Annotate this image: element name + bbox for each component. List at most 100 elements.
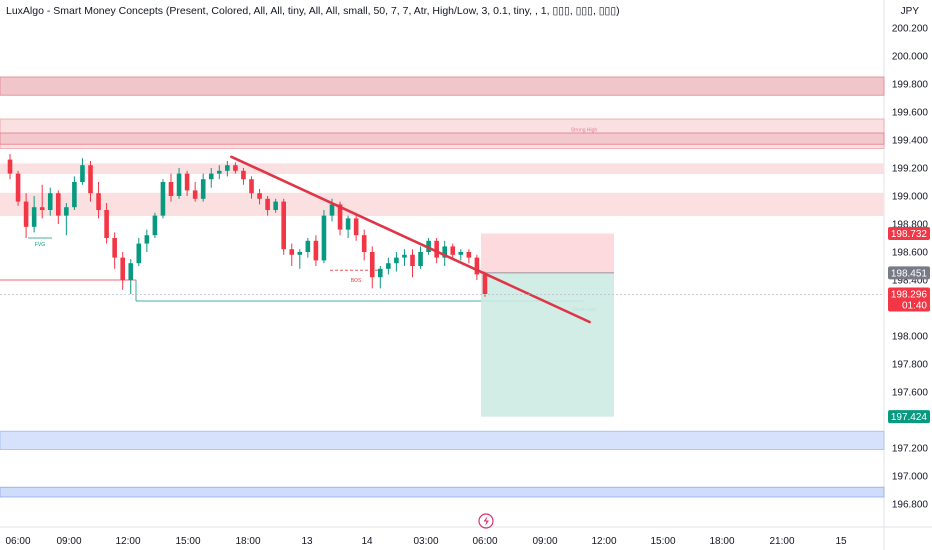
- fvg-label: FVG: [35, 242, 45, 248]
- candle-body: [72, 182, 77, 208]
- candle-body: [192, 190, 198, 199]
- time-tick-label: 03:00: [413, 536, 438, 547]
- candle-body: [23, 201, 29, 227]
- time-tick-label: 15:00: [175, 536, 200, 547]
- candle-body: [64, 207, 69, 216]
- price-tick-label: 198.000: [892, 332, 929, 343]
- price-axis[interactable]: 200.200 200.000 199.800 199.600 199.400 199.2…: [892, 24, 929, 511]
- lightning-glyph: [483, 516, 489, 526]
- price-tag-value: 198.732: [891, 229, 928, 240]
- candle-body: [369, 252, 375, 278]
- candle-body: [265, 198, 270, 210]
- candlestick-series: [7, 154, 488, 297]
- candle-body: [321, 215, 327, 261]
- candle-body: [31, 207, 37, 227]
- time-tick-label: 15: [835, 536, 847, 547]
- position-risk-zone[interactable]: [481, 233, 614, 273]
- candle-body: [394, 257, 399, 264]
- candle-body: [337, 204, 343, 230]
- time-tick-label: 09:00: [532, 536, 557, 547]
- candle-body: [297, 252, 303, 255]
- candle-body: [434, 240, 439, 258]
- price-tick-label: 199.400: [892, 136, 929, 147]
- candle-body: [39, 207, 45, 210]
- price-tick-label: 198.400: [892, 276, 929, 287]
- candle-body: [144, 235, 150, 244]
- candle-body: [289, 249, 295, 255]
- supply-zone-199-2: [0, 163, 885, 175]
- replay-icon[interactable]: [478, 513, 494, 529]
- demand-zone-197-3: [0, 430, 885, 450]
- price-tag: [888, 410, 930, 424]
- price-tag-value: 198.296: [891, 290, 928, 301]
- candle-body: [378, 268, 383, 278]
- time-tick-label: 09:00: [56, 536, 81, 547]
- time-tick-label: 18:00: [235, 536, 260, 547]
- price-tick-label: 199.600: [892, 108, 929, 119]
- price-tick-label: 200.200: [892, 24, 929, 35]
- time-tick-label: 13: [301, 536, 313, 547]
- time-tick-label: 06:00: [472, 536, 497, 547]
- bos-label: BOS: [351, 278, 362, 284]
- strong-high-label: Strong High: [571, 128, 598, 134]
- time-tick-label: 15:00: [650, 536, 675, 547]
- candle-body: [402, 254, 407, 258]
- demand-zone-196-9: [0, 486, 885, 498]
- price-tick-label: 197.800: [892, 360, 929, 371]
- smc-zones: Strong High: [0, 76, 885, 498]
- candle-body: [281, 201, 286, 250]
- candle-body: [482, 274, 488, 294]
- candle-body: [345, 218, 351, 230]
- candle-body: [168, 182, 174, 196]
- candle-body: [225, 165, 230, 171]
- time-tick-label: 06:00: [5, 536, 30, 547]
- price-tag-countdown: 01:40: [902, 301, 927, 312]
- time-tick-label: 12:00: [591, 536, 616, 547]
- candle-body: [96, 193, 101, 210]
- price-tag-value: 198.451: [891, 268, 928, 279]
- candle-body: [418, 252, 423, 266]
- candle-body: [410, 254, 415, 266]
- candle-body: [361, 235, 367, 252]
- candle-body: [217, 170, 222, 174]
- candle-body: [313, 240, 319, 261]
- time-tick-label: 14: [361, 536, 373, 547]
- short-position-tool[interactable]: [481, 233, 614, 417]
- candle-body: [104, 210, 109, 238]
- candle-body: [273, 201, 278, 210]
- candle-body: [80, 165, 85, 182]
- candle-body: [88, 165, 93, 194]
- candle-body: [200, 179, 206, 199]
- candle-body: [160, 182, 166, 216]
- candle-body: [112, 238, 117, 258]
- position-reward-zone[interactable]: [481, 272, 614, 417]
- replay-circle: [478, 513, 494, 529]
- candle-body: [241, 170, 246, 180]
- price-tick-label: 198.600: [892, 248, 929, 259]
- price-tick-label: 198.800: [892, 220, 929, 231]
- price-tick-label: 197.000: [892, 472, 929, 483]
- candle-body: [176, 173, 182, 196]
- currency-label: JPY: [900, 6, 919, 17]
- time-tick-label: 18:00: [709, 536, 734, 547]
- price-tick-label: 199.200: [892, 164, 929, 175]
- candle-body: [184, 173, 190, 191]
- candle-body: [305, 240, 311, 252]
- candle-body: [249, 179, 254, 194]
- price-tick-label: 199.800: [892, 80, 929, 91]
- price-tick-label: 197.200: [892, 444, 929, 455]
- candle-body: [466, 252, 472, 258]
- candle-body: [47, 193, 53, 210]
- price-tag: [888, 287, 930, 312]
- trendline-drawing[interactable]: [0, 155, 884, 324]
- candle-body: [120, 257, 125, 280]
- time-axis[interactable]: 06:00 09:00 12:00 15:00 18:00 13 14 03:00 06:00 0…: [5, 536, 847, 547]
- price-tag: [888, 266, 930, 280]
- time-tick-label: 21:00: [769, 536, 794, 547]
- candle-body: [329, 204, 335, 216]
- time-tick-label: 12:00: [115, 536, 140, 547]
- candle-body: [353, 218, 359, 236]
- indicator-title[interactable]: LuxAlgo - Smart Money Concepts (Present,…: [6, 5, 620, 17]
